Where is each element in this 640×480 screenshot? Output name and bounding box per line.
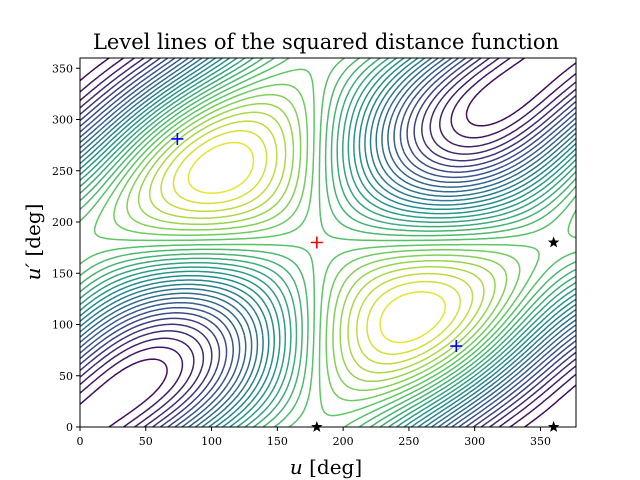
saddle-bottom-mid-marker — [311, 421, 323, 432]
y-tick-label: 0 — [66, 421, 73, 434]
x-tick-label: 200 — [333, 435, 354, 448]
y-axis-label: u′ [deg] — [21, 204, 45, 281]
x-tick-label: 150 — [267, 435, 288, 448]
y-axis-ticks: 0 50 100 150 200 250 300 350 — [52, 62, 80, 434]
contour-level — [93, 68, 576, 417]
contour-level — [80, 58, 576, 427]
y-tick-label: 350 — [52, 62, 73, 75]
contour-level — [160, 120, 474, 365]
x-tick-label: 50 — [139, 435, 153, 448]
x-tick-label: 350 — [530, 435, 551, 448]
contour-level — [187, 141, 446, 344]
x-tick-label: 250 — [398, 435, 419, 448]
contour-level — [80, 58, 576, 427]
minimum-lower-right-marker — [450, 340, 463, 353]
chart-title: Level lines of the squared distance func… — [93, 30, 559, 54]
x-axis-ticks: 0 50 100 150 200 250 300 350 — [77, 427, 551, 448]
y-tick-label: 200 — [52, 216, 73, 229]
saddle-right-mid-marker — [547, 236, 560, 248]
contour-level — [80, 58, 576, 427]
contour-level — [148, 111, 485, 374]
x-axis-label: u [deg] — [290, 455, 362, 479]
y-tick-label: 50 — [59, 370, 73, 383]
x-tick-label: 300 — [464, 435, 485, 448]
y-tick-label: 300 — [52, 114, 73, 127]
contour-level — [80, 58, 576, 427]
x-tick-label: 100 — [201, 435, 222, 448]
contour-level — [80, 58, 576, 427]
contour-lines — [80, 58, 576, 427]
plot-frame — [79, 57, 577, 428]
contour-level — [80, 58, 576, 427]
contour-level — [80, 58, 576, 427]
y-axis-unit: [deg] — [21, 204, 45, 263]
saddle-right-bottom-marker — [547, 421, 560, 432]
contour-level — [126, 93, 508, 392]
contour-level — [137, 102, 496, 383]
y-tick-label: 250 — [52, 165, 73, 178]
contour-level — [80, 58, 576, 427]
critical-point-markers — [171, 132, 560, 432]
minimum-upper-left-marker — [171, 132, 184, 145]
contour-level — [80, 58, 576, 427]
maximum-marker — [310, 236, 323, 249]
x-axis-unit: [deg] — [303, 455, 362, 479]
contour-level — [113, 83, 521, 402]
contour-level — [80, 58, 576, 427]
y-tick-label: 100 — [52, 319, 73, 332]
contour-level — [172, 130, 461, 355]
y-axis-var: u′ — [21, 263, 45, 281]
x-tick-label: 0 — [77, 435, 84, 448]
x-axis-var: u — [290, 455, 303, 479]
y-tick-label: 150 — [52, 267, 73, 280]
